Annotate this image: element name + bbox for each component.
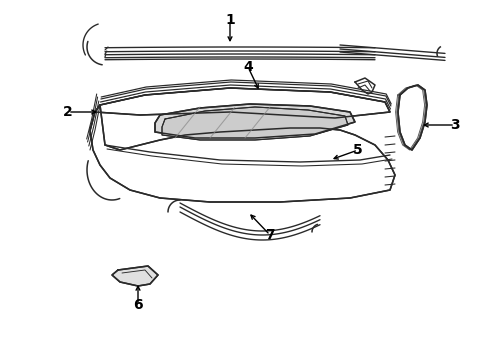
- Text: 7: 7: [265, 228, 275, 242]
- Polygon shape: [162, 107, 348, 140]
- Text: 1: 1: [225, 13, 235, 27]
- Polygon shape: [398, 85, 427, 150]
- Text: 3: 3: [450, 118, 460, 132]
- Polygon shape: [90, 105, 395, 202]
- Text: 4: 4: [243, 60, 253, 74]
- Text: 2: 2: [63, 105, 73, 119]
- Text: 6: 6: [133, 298, 143, 312]
- Polygon shape: [112, 266, 158, 286]
- Polygon shape: [155, 104, 355, 138]
- Text: 5: 5: [353, 143, 363, 157]
- Polygon shape: [95, 88, 390, 118]
